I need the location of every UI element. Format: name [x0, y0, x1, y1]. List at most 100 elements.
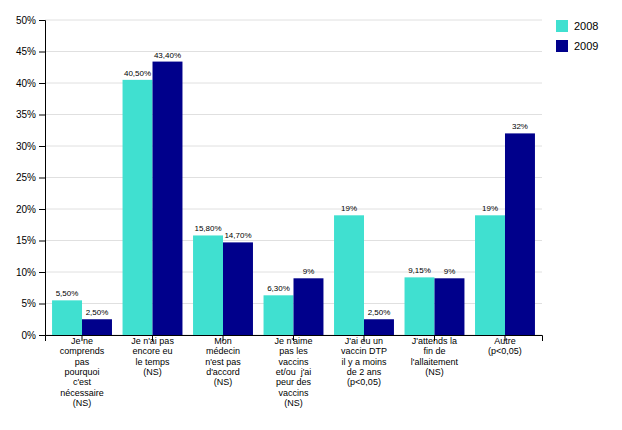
x-tick-label-line: vaccins	[278, 388, 309, 398]
data-label: 19%	[341, 204, 357, 213]
x-tick-label-line: l'allaitement	[411, 357, 459, 367]
x-axis: Je necomprendspaspourquoic'estnécessaire…	[46, 335, 543, 408]
x-tick-label-line: médecin	[206, 346, 240, 356]
x-tick-label: Je necomprendspaspourquoic'estnécessaire…	[60, 336, 105, 408]
x-tick-label-line: Je ne	[71, 336, 93, 346]
bar	[294, 278, 324, 335]
data-label: 15,80%	[194, 224, 221, 233]
x-tick-label-line: (NS)	[284, 398, 303, 408]
x-tick-label-line: vaccins	[278, 357, 309, 367]
y-tick-label: 25%	[16, 172, 36, 183]
x-tick: Je n'aimepas lesvaccinset/ou j'aipeur de…	[274, 335, 312, 408]
data-label: 43,40%	[154, 51, 181, 60]
y-tick-label: 20%	[16, 204, 36, 215]
chart-svg: 0%5%10%15%20%25%30%35%40%45%50%Je necomp…	[0, 0, 622, 430]
bar-series	[82, 62, 535, 335]
plot-area: 0%5%10%15%20%25%30%35%40%45%50%Je necomp…	[16, 15, 599, 408]
y-tick-mark	[39, 115, 45, 116]
y-tick-mark	[39, 83, 45, 84]
grid-line	[45, 240, 542, 241]
y-tick-label: 5%	[22, 298, 37, 309]
x-tick-label: J'attends lafin del'allaitement(NS)	[411, 336, 459, 377]
y-tick-label: 50%	[16, 15, 36, 26]
y-axis-line	[39, 21, 46, 336]
y-tick-mark	[39, 209, 45, 210]
bar-series	[52, 80, 505, 335]
y-tick: 45%	[16, 46, 45, 57]
bar	[505, 133, 535, 335]
y-tick-mark	[39, 241, 45, 242]
x-tick-label-line: (p<0,05)	[488, 346, 522, 356]
x-tick: Je necomprendspaspourquoic'estnécessaire…	[60, 335, 105, 408]
y-tick-mark	[39, 304, 45, 305]
x-tick-label: Je n'aimepas lesvaccinset/ou j'aipeur de…	[274, 336, 312, 408]
x-tick-label-line: le temps	[135, 357, 170, 367]
x-tick-label-line: vaccin DTP	[341, 346, 387, 356]
y-tick: 50%	[16, 15, 45, 26]
x-tick-label-line: Mon	[214, 336, 232, 346]
legend-swatch	[556, 20, 568, 32]
x-tick-label-line: nécessaire	[60, 388, 104, 398]
grid	[45, 20, 542, 335]
y-tick: 15%	[16, 235, 45, 246]
data-label: 9%	[303, 267, 315, 276]
grid-line	[45, 146, 542, 147]
bar	[52, 300, 82, 335]
grid-line	[45, 51, 542, 52]
y-tick: 25%	[16, 172, 45, 183]
x-tick-label-line: et/ou j'ai	[276, 367, 312, 377]
x-tick-label-line: comprends	[60, 346, 105, 356]
grid-line	[45, 272, 542, 273]
x-tick-label-line: (NS)	[425, 367, 444, 377]
y-tick-mark	[39, 335, 45, 336]
x-tick-label-line: d'accord	[206, 367, 240, 377]
x-tick-label-line: Je n'aime	[274, 336, 312, 346]
x-tick-label-line: Je n'ai pas	[131, 336, 174, 346]
x-tick-label: Monmédecinn'est pasd'accord(NS)	[205, 336, 241, 387]
y-tick-label: 35%	[16, 109, 36, 120]
y-tick-mark	[39, 52, 45, 53]
x-tick-label-line: encore eu	[132, 346, 172, 356]
data-label: 32%	[512, 122, 528, 131]
data-label: 19%	[482, 204, 498, 213]
bar	[405, 277, 435, 335]
x-tick-label-line: J'ai eu un	[345, 336, 383, 346]
x-tick-label-line: (NS)	[143, 367, 162, 377]
legend: 20082009	[556, 20, 598, 52]
x-tick: Autre(p<0,05)	[488, 335, 522, 356]
legend-item: 2008	[556, 20, 598, 32]
y-tick-mark	[39, 178, 45, 179]
data-label: 2,50%	[86, 308, 109, 317]
data-label: 40,50%	[124, 69, 151, 78]
x-tick-label-line: de 2 ans	[347, 367, 382, 377]
y-axis: 0%5%10%15%20%25%30%35%40%45%50%	[16, 15, 46, 341]
x-tick-label-line: pas les	[279, 346, 308, 356]
legend-label: 2008	[574, 20, 598, 32]
x-tick-label-line: (p<0,05)	[347, 377, 381, 387]
grid-line	[45, 114, 542, 115]
x-tick-label-line: c'est	[73, 377, 92, 387]
data-label: 9%	[444, 267, 456, 276]
grid-line	[45, 20, 542, 21]
bar	[475, 215, 505, 335]
bar	[223, 242, 253, 335]
bar	[334, 215, 364, 335]
x-tick-label-line: il y a moins	[341, 357, 387, 367]
x-tick-label: Autre(p<0,05)	[488, 336, 522, 356]
bar	[434, 278, 464, 335]
x-tick: Je n'ai pasencore eule temps(NS)	[131, 335, 174, 377]
x-tick-label-line: (NS)	[73, 398, 92, 408]
y-tick: 0%	[22, 330, 45, 341]
x-tick-label-line: J'attends la	[412, 336, 457, 346]
y-tick: 30%	[16, 141, 45, 152]
x-tick-label-line: pas	[75, 357, 90, 367]
y-tick-label: 40%	[16, 78, 36, 89]
y-tick-label: 15%	[16, 235, 36, 246]
bars	[52, 62, 535, 335]
y-tick-label: 0%	[22, 330, 37, 341]
bar	[364, 319, 394, 335]
y-tick-mark	[39, 272, 45, 273]
y-tick: 40%	[16, 78, 45, 89]
grid-line	[45, 83, 542, 84]
x-tick: Monmédecinn'est pasd'accord(NS)	[205, 335, 241, 387]
